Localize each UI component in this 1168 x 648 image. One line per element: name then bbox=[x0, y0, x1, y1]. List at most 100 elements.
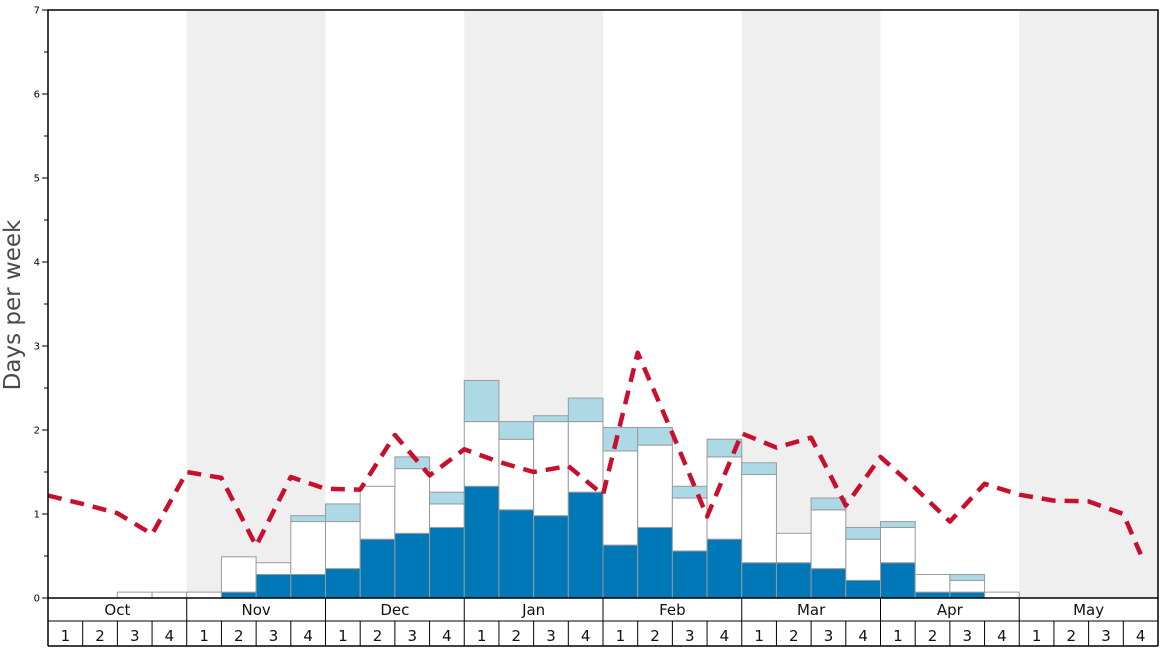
bar-segment-middle bbox=[220, 556, 257, 593]
week-label: 2 bbox=[234, 627, 244, 645]
bar-segment-middle bbox=[325, 521, 361, 570]
bar-segment-top bbox=[463, 379, 500, 423]
week-label: 2 bbox=[373, 627, 383, 645]
y-tick-label: 3 bbox=[34, 342, 40, 353]
week-label: 4 bbox=[720, 627, 730, 645]
bars bbox=[116, 379, 1020, 599]
average-line bbox=[47, 350, 1143, 556]
week-label: 4 bbox=[997, 627, 1007, 645]
bar-segment-bottom bbox=[706, 538, 743, 599]
week-label: 2 bbox=[928, 627, 938, 645]
bar-segment-middle bbox=[949, 579, 986, 593]
week-label: 4 bbox=[858, 627, 868, 645]
bar-segment-top bbox=[498, 421, 535, 440]
y-tick-label: 1 bbox=[34, 510, 40, 521]
bar-segment-bottom bbox=[498, 509, 535, 599]
bar-segment-bottom bbox=[567, 491, 604, 599]
bar-segment-top bbox=[602, 426, 639, 452]
month-band bbox=[186, 10, 326, 598]
month-label: Nov bbox=[241, 601, 270, 619]
week-label: 4 bbox=[165, 627, 175, 645]
bar-segment-top bbox=[533, 415, 569, 423]
week-label: 2 bbox=[650, 627, 660, 645]
month-label: Mar bbox=[797, 601, 826, 619]
week-label: 3 bbox=[269, 627, 279, 645]
bar-segment-bottom bbox=[533, 515, 569, 599]
bar-segment-top bbox=[290, 515, 326, 523]
bar-segment-bottom bbox=[290, 573, 326, 599]
month-label: Apr bbox=[937, 601, 964, 619]
week-label: 4 bbox=[1136, 627, 1146, 645]
month-label: Oct bbox=[104, 601, 130, 619]
average-line-path bbox=[47, 350, 1143, 556]
bar-segment-bottom bbox=[602, 544, 639, 599]
bar-segment-middle bbox=[429, 503, 465, 528]
bar-segment-top bbox=[394, 456, 431, 470]
bar-segment-middle bbox=[880, 526, 916, 564]
bar-segment-middle bbox=[151, 591, 188, 599]
bar-segment-top bbox=[845, 526, 881, 540]
week-label: 1 bbox=[477, 627, 487, 645]
y-tick-label: 7 bbox=[34, 6, 40, 17]
bar-segment-bottom bbox=[325, 568, 361, 599]
week-label: 4 bbox=[581, 627, 591, 645]
bar-segment-top bbox=[741, 462, 777, 476]
week-label: 1 bbox=[616, 627, 626, 645]
bar-segment-top bbox=[325, 503, 361, 523]
bar-segment-middle bbox=[810, 509, 847, 570]
bar-segment-top bbox=[637, 426, 673, 446]
bar-segment-bottom bbox=[394, 532, 431, 599]
bar-segment-bottom bbox=[220, 591, 257, 599]
bar-segment-middle bbox=[637, 444, 673, 528]
bar-segment-middle bbox=[290, 521, 326, 575]
week-label: 4 bbox=[303, 627, 313, 645]
bar-segment-middle bbox=[984, 591, 1020, 599]
bar-segment-bottom bbox=[671, 550, 708, 599]
bar-segment-middle bbox=[741, 474, 777, 564]
week-label: 1 bbox=[893, 627, 903, 645]
week-label: 2 bbox=[1067, 627, 1077, 645]
bar-segment-bottom bbox=[810, 568, 847, 599]
month-label: Jan bbox=[521, 601, 545, 619]
y-axis-label: Days per week bbox=[0, 219, 26, 390]
week-label: 1 bbox=[1032, 627, 1042, 645]
week-label: 3 bbox=[962, 627, 972, 645]
week-label: 1 bbox=[754, 627, 764, 645]
y-tick-label: 2 bbox=[34, 426, 40, 437]
bar-segment-bottom bbox=[463, 485, 500, 599]
week-label: 1 bbox=[338, 627, 348, 645]
x-axis-labels: Oct Nov Dec Jan Feb Mar Apr May 1 2 3 4 1 2 3 4 1 2 3 4 1 2 3 4… bbox=[47, 598, 1159, 647]
bar-segment-middle bbox=[914, 573, 951, 593]
week-label: 1 bbox=[199, 627, 209, 645]
month-label: Feb bbox=[659, 601, 686, 619]
bar-segment-bottom bbox=[845, 579, 881, 599]
month-label: May bbox=[1073, 601, 1104, 619]
week-label: 3 bbox=[546, 627, 556, 645]
week-label: 2 bbox=[95, 627, 105, 645]
bar-segment-middle bbox=[845, 538, 881, 581]
bar-segment-middle bbox=[775, 532, 812, 564]
bar-segment-bottom bbox=[255, 573, 292, 599]
bar-segment-top bbox=[567, 397, 604, 423]
bar-segment-top bbox=[949, 573, 986, 581]
bar-segment-bottom bbox=[741, 562, 777, 599]
bar-segment-middle bbox=[394, 468, 431, 534]
bar-segment-bottom bbox=[775, 562, 812, 599]
week-label: 1 bbox=[61, 627, 71, 645]
week-label: 4 bbox=[442, 627, 452, 645]
bar-segment-bottom bbox=[637, 526, 673, 599]
y-tick-label: 4 bbox=[34, 258, 40, 269]
week-label: 3 bbox=[824, 627, 834, 645]
bar-segment-middle bbox=[116, 591, 153, 599]
y-tick-label: 0 bbox=[34, 594, 40, 605]
bar-segment-bottom bbox=[914, 591, 951, 599]
week-label: 2 bbox=[512, 627, 522, 645]
month-band bbox=[1019, 10, 1158, 598]
month-label: Dec bbox=[380, 601, 409, 619]
bar-segment-bottom bbox=[359, 538, 396, 599]
y-tick-label: 6 bbox=[34, 90, 40, 101]
week-label: 2 bbox=[789, 627, 799, 645]
bar-segment-top bbox=[429, 491, 465, 505]
bar-segment-middle bbox=[255, 562, 292, 575]
week-label: 3 bbox=[685, 627, 695, 645]
